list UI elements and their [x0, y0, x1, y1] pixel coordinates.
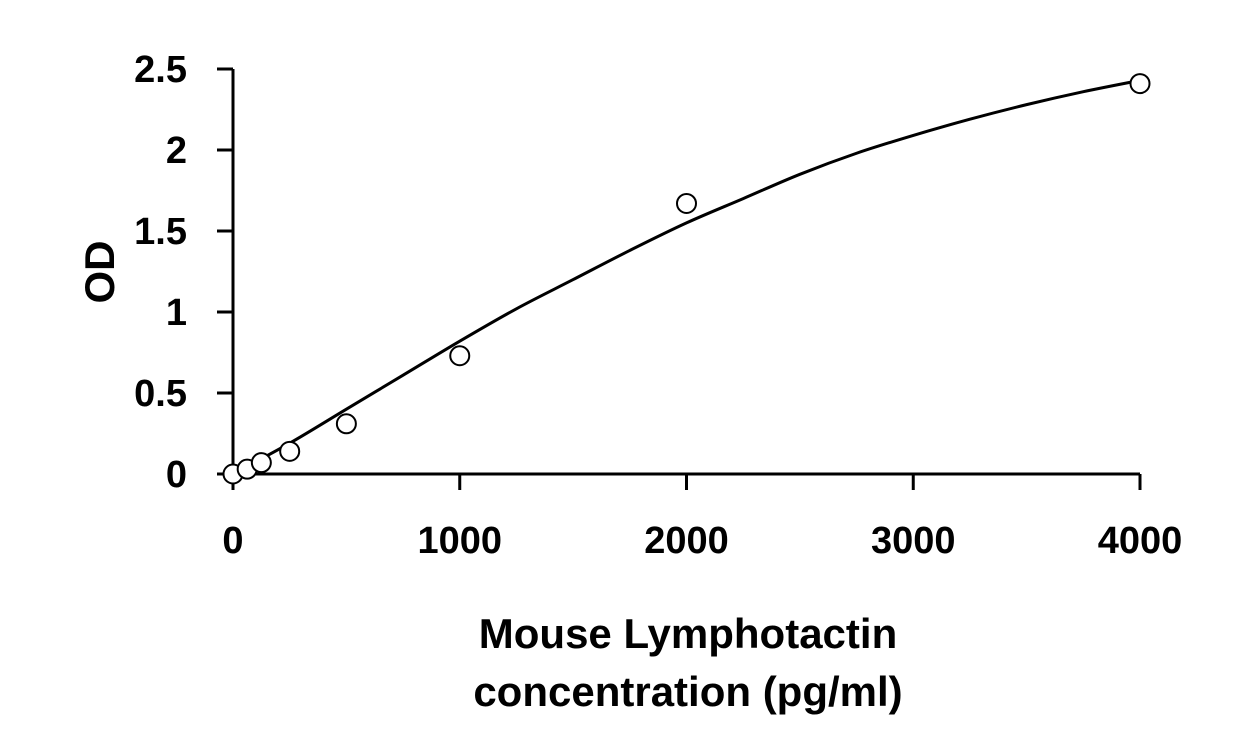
- data-point: [250, 452, 272, 474]
- data-point: [335, 413, 357, 435]
- x-axis-label-line-2: concentration (pg/ml): [473, 668, 902, 715]
- fit-curve-layer: [232, 78, 1141, 476]
- y-tick-label: 0: [166, 454, 187, 496]
- x-tick-label: 2000: [644, 520, 729, 562]
- tick-labels: 0 0.5 1 1.5 2 2.5 0 1000 2000 3000 4000: [134, 49, 1182, 562]
- y-tick-label: 2.5: [134, 49, 187, 91]
- x-tick-label: 0: [222, 520, 243, 562]
- y-axis-label: OD: [76, 241, 123, 304]
- data-point: [279, 440, 301, 462]
- data-point: [449, 345, 471, 367]
- axes: [231, 69, 1140, 476]
- tick-marks: [217, 67, 1142, 490]
- y-tick-label: 1.5: [134, 211, 187, 253]
- x-tick-label: 3000: [871, 520, 956, 562]
- x-tick-label: 4000: [1098, 520, 1183, 562]
- y-tick-label: 2: [166, 130, 187, 172]
- x-axis-label-line-1: Mouse Lymphotactin: [479, 610, 897, 657]
- x-tick-label: 1000: [417, 520, 502, 562]
- y-tick-label: 1: [166, 292, 187, 334]
- data-points: [222, 73, 1151, 485]
- data-point: [676, 192, 697, 214]
- data-point: [1129, 73, 1151, 95]
- y-tick-label: 0.5: [134, 373, 187, 415]
- fit-curve: [232, 78, 1141, 476]
